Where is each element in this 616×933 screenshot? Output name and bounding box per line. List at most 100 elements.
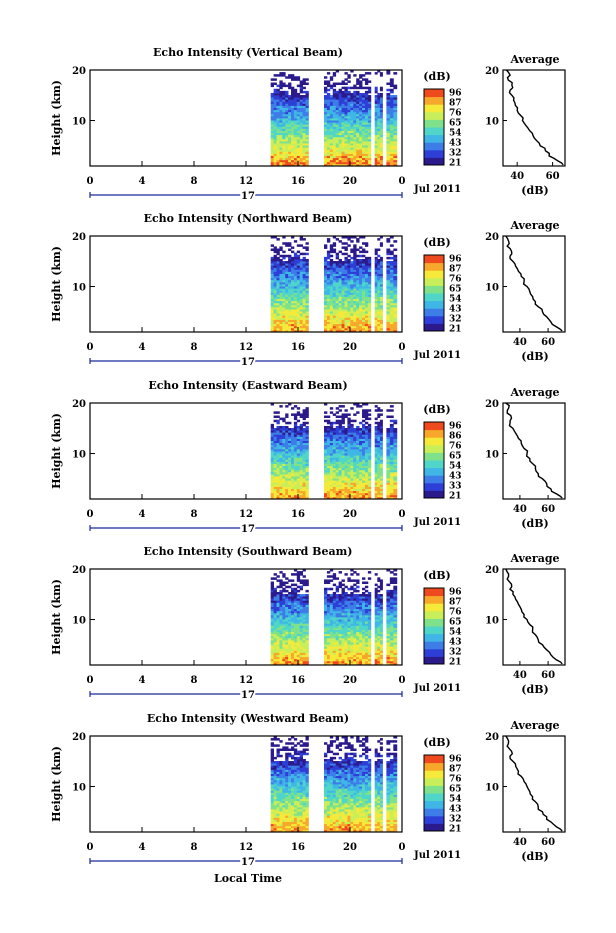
heatmap-cell xyxy=(333,242,336,244)
heatmap-cell xyxy=(365,242,368,244)
heatmap-cell xyxy=(368,424,371,426)
heatmap-cell xyxy=(390,251,394,253)
panel-3: Echo Intensity (Southward Beam)1020Heigh… xyxy=(50,545,565,701)
heatmap-cell xyxy=(282,426,285,428)
y-tick-label: 10 xyxy=(72,117,86,128)
x-tick-label: 20 xyxy=(343,342,357,353)
heatmap-cell xyxy=(303,95,306,97)
heatmap-cell xyxy=(327,72,330,74)
heatmap-cell xyxy=(306,242,309,244)
heatmap-cell xyxy=(336,407,339,409)
heatmap-cell xyxy=(347,80,350,82)
heatmap-cell xyxy=(282,72,285,74)
heatmap-cell xyxy=(279,91,282,93)
colorbar-swatch xyxy=(424,97,444,105)
average-x-label: (dB) xyxy=(521,184,548,197)
heatmap-cell xyxy=(277,257,280,259)
heatmap-cell xyxy=(291,428,294,430)
heatmap-cell xyxy=(291,584,294,586)
average-x-tick-label: 40 xyxy=(510,171,524,182)
heatmap-cell xyxy=(288,428,291,430)
heatmap-cell xyxy=(333,83,336,85)
heatmap-cell xyxy=(274,74,277,76)
heatmap-cell xyxy=(350,424,353,426)
y-axis-label: Height (km) xyxy=(50,80,63,156)
average-y-tick-label: 10 xyxy=(485,117,499,128)
heatmap-cell xyxy=(297,407,300,409)
heatmap-cell xyxy=(300,253,303,255)
heatmap-cell xyxy=(274,416,277,418)
heatmap-cell xyxy=(274,420,277,422)
y-tick-label: 10 xyxy=(72,450,86,461)
heatmap-cell xyxy=(279,590,282,592)
heatmap-cell xyxy=(288,586,291,588)
average-y-tick-label: 20 xyxy=(485,399,499,410)
heatmap-cell xyxy=(353,428,356,430)
colorbar-swatch xyxy=(424,490,444,498)
average-x-tick-label: 60 xyxy=(541,337,555,348)
heatmap-cell xyxy=(324,420,327,422)
heatmap-cell xyxy=(324,95,327,97)
heatmap-cell xyxy=(285,76,288,78)
x-tick-label: 12 xyxy=(239,176,253,187)
colorbar-tick-label: 96 xyxy=(449,255,462,265)
heatmap-cell xyxy=(347,74,350,76)
heatmap-cell xyxy=(390,78,394,80)
heatmap-cell xyxy=(362,249,365,251)
colorbar-swatch xyxy=(424,323,444,331)
heatmap-cell xyxy=(362,78,365,80)
heatmap-cell xyxy=(300,80,303,82)
heatmap-cell xyxy=(365,91,368,93)
heatmap-cell xyxy=(344,257,347,259)
heatmap-cell xyxy=(330,259,333,261)
heatmap-cell xyxy=(271,577,274,579)
heatmap-cell xyxy=(359,428,362,430)
heatmap-cell xyxy=(350,249,353,251)
heatmap-cell xyxy=(285,582,288,584)
heatmap-cell xyxy=(342,261,345,263)
heatmap-cell xyxy=(353,244,356,246)
heatmap-cell xyxy=(347,244,350,246)
heatmap-cell xyxy=(306,590,309,592)
heatmap-cell xyxy=(282,594,285,596)
heatmap-cell xyxy=(285,255,288,257)
heatmap-cell xyxy=(339,251,342,253)
heatmap-cell xyxy=(380,413,383,415)
heatmap-cell xyxy=(368,409,371,411)
heatmap-cell xyxy=(271,83,274,85)
heatmap-cell xyxy=(294,89,297,91)
heatmap-cell xyxy=(393,420,397,422)
heatmap-cell xyxy=(336,426,339,428)
colorbar-tick-label: 43 xyxy=(449,305,462,315)
heatmap-cell xyxy=(288,255,291,257)
heatmap-cell xyxy=(368,95,371,97)
heatmap-cell xyxy=(344,409,347,411)
heatmap-cell xyxy=(279,418,282,420)
panel-0: Echo Intensity (Vertical Beam)1020Height… xyxy=(50,46,565,202)
heatmap-cell xyxy=(294,253,297,255)
colorbar-swatch xyxy=(424,422,444,430)
x-tick-label: 0 xyxy=(399,176,406,187)
heatmap-cell xyxy=(336,420,339,422)
heatmap-cell xyxy=(350,407,353,409)
average-frame xyxy=(503,403,565,499)
heatmap-cell xyxy=(386,257,390,259)
heatmap-cell xyxy=(356,87,359,89)
heatmap-cell xyxy=(344,78,347,80)
heatmap-cell xyxy=(359,422,362,424)
heatmap-cell xyxy=(333,428,336,430)
heatmap-cell xyxy=(339,89,342,91)
heatmap-cell xyxy=(362,259,365,261)
heatmap-cell xyxy=(344,413,347,415)
heatmap-cell xyxy=(324,416,327,418)
heatmap-cell xyxy=(333,261,336,263)
heatmap-cell xyxy=(336,261,339,263)
heatmap-cell xyxy=(306,78,309,80)
heatmap-cell xyxy=(274,573,277,575)
heatmap-cell xyxy=(277,575,280,577)
heatmap-cell xyxy=(274,78,277,80)
heatmap-cell xyxy=(303,579,306,581)
heatmap-cell xyxy=(282,582,285,584)
date-label: Jul 2011 xyxy=(413,184,461,195)
heatmap-cell xyxy=(380,87,383,89)
